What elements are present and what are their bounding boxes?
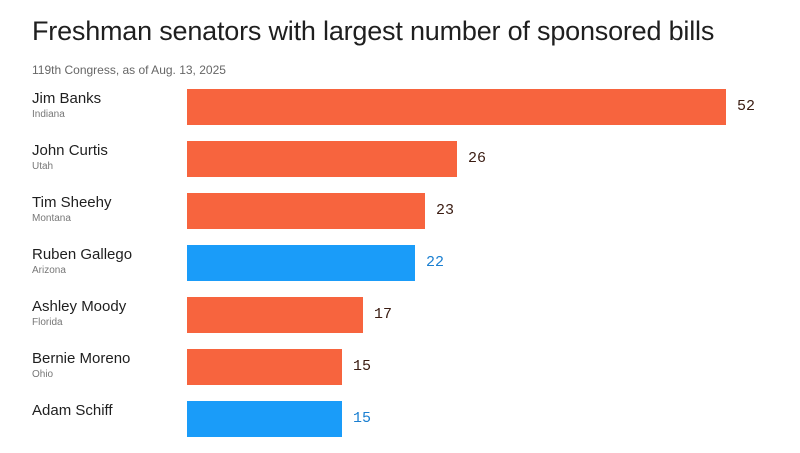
bar xyxy=(187,401,342,437)
senator-name: Ashley Moody xyxy=(32,298,127,315)
bar xyxy=(187,297,363,333)
bar-value-label: 22 xyxy=(426,254,445,271)
chart-title: Freshman senators with largest number of… xyxy=(32,16,715,46)
bar-value-label: 23 xyxy=(436,202,455,219)
bar-row: Ruben Gallego Arizona 22 xyxy=(0,245,800,297)
bar-row: Tim Sheehy Montana 23 xyxy=(0,193,800,245)
bar xyxy=(187,245,415,281)
bar-row: Ashley Moody Florida 17 xyxy=(0,297,800,349)
senator-state: Indiana xyxy=(32,109,65,120)
bar xyxy=(187,193,425,229)
senator-state: Arizona xyxy=(32,265,66,276)
senator-name: John Curtis xyxy=(32,142,108,159)
bar-value-label: 15 xyxy=(353,358,372,375)
bar-value-label: 17 xyxy=(374,306,393,323)
senator-state: Florida xyxy=(32,317,63,328)
bar-row: Adam Schiff 15 xyxy=(0,401,800,453)
chart-subtitle: 119th Congress, as of Aug. 13, 2025 xyxy=(32,63,226,77)
bar xyxy=(187,141,457,177)
senator-name: Tim Sheehy xyxy=(32,194,112,211)
bar xyxy=(187,349,342,385)
bar-value-label: 52 xyxy=(737,98,756,115)
senator-name: Adam Schiff xyxy=(32,402,113,419)
bar xyxy=(187,89,726,125)
senator-state: Utah xyxy=(32,161,54,172)
bar-row: Jim Banks Indiana 52 xyxy=(0,89,800,141)
senator-name: Ruben Gallego xyxy=(32,246,133,263)
senator-name: Bernie Moreno xyxy=(32,350,131,367)
senator-name: Jim Banks xyxy=(32,90,102,107)
bar-value-label: 26 xyxy=(468,150,487,167)
bar-row: John Curtis Utah 26 xyxy=(0,141,800,193)
senator-state: Ohio xyxy=(32,369,54,380)
bar-chart: Jim Banks Indiana 52 John Curtis Utah 26 Tim S… xyxy=(0,89,800,437)
senator-state: Montana xyxy=(32,213,71,224)
bar-row: Bernie Moreno Ohio 15 xyxy=(0,349,800,401)
